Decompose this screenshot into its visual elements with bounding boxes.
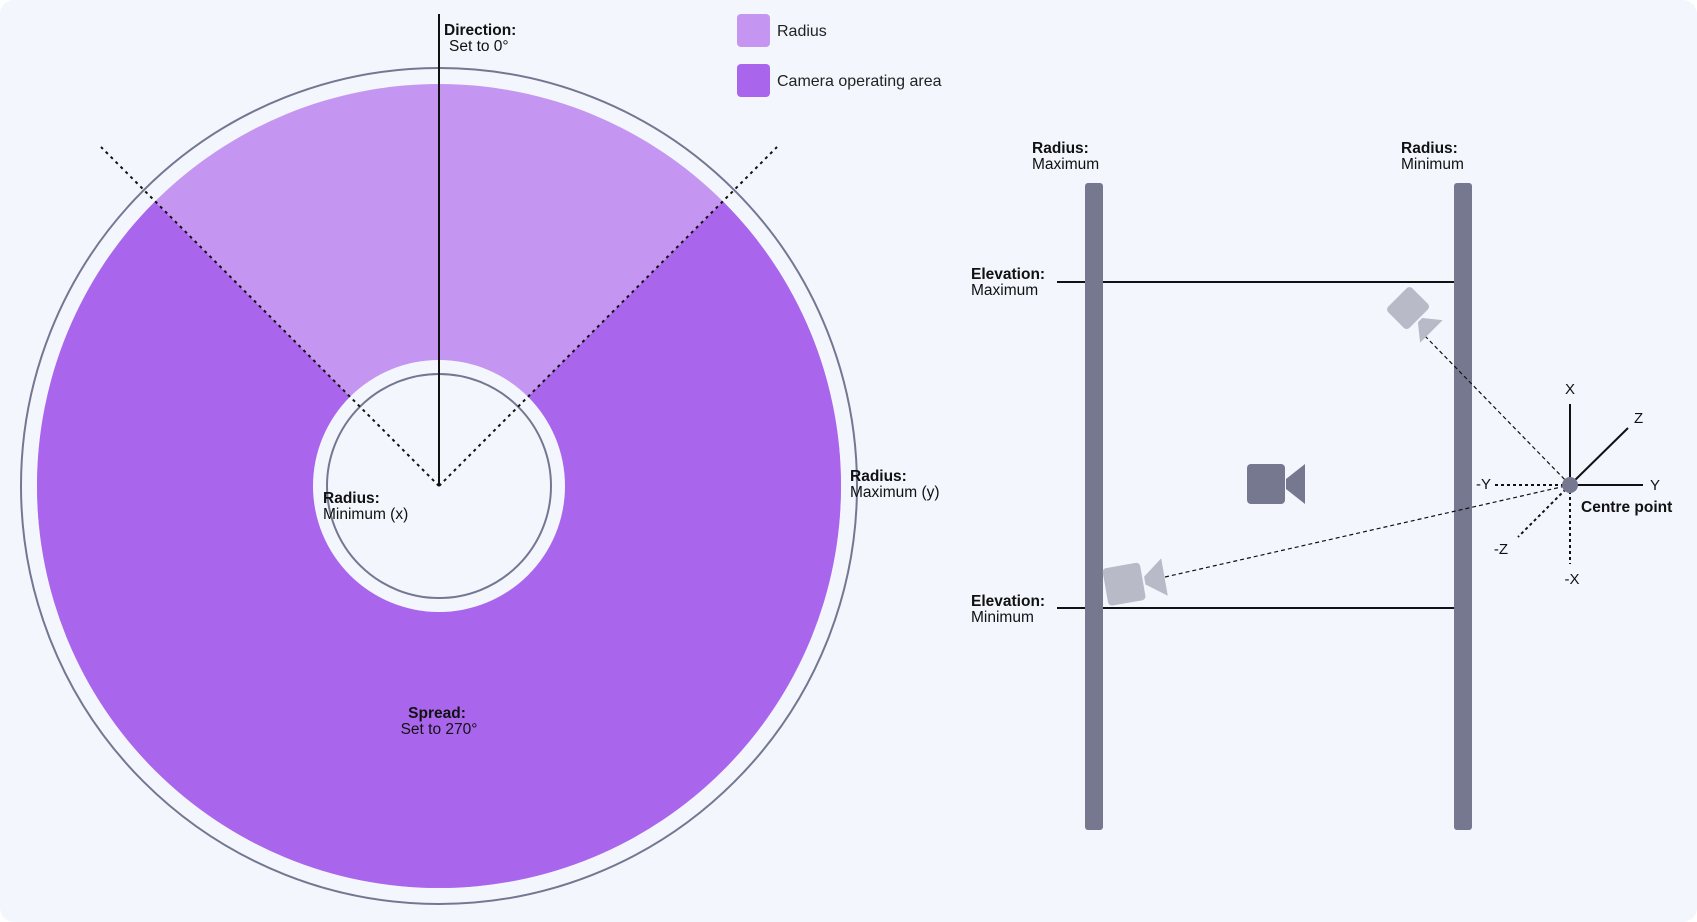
elevation-min-value: Minimum xyxy=(971,609,1034,626)
radius-min-label: Radius: xyxy=(323,490,380,507)
side-radius-max-label: Radius: xyxy=(1032,140,1089,157)
side-radius-min-label: Radius: xyxy=(1401,140,1458,157)
camera-icon-ghost-top xyxy=(1387,287,1443,343)
axis-neg-y-label: -Y xyxy=(1476,476,1491,493)
axis-neg-z-label: -Z xyxy=(1494,541,1508,558)
spread-label: Spread: xyxy=(408,705,466,722)
axis-x-label: X xyxy=(1565,381,1575,398)
side-radius-max-value: Maximum xyxy=(1032,156,1099,173)
spread-value: Set to 270° xyxy=(401,721,478,738)
radius-max-pole xyxy=(1085,183,1103,830)
spread-boundary-right xyxy=(438,146,778,487)
centre-point-label: Centre point xyxy=(1581,499,1672,516)
radius-min-pole xyxy=(1454,183,1472,830)
elevation-min-label: Elevation: xyxy=(971,593,1045,610)
elevation-max-label: Elevation: xyxy=(971,266,1045,283)
axis-z xyxy=(1569,427,1629,486)
centre-point-dot xyxy=(1562,477,1578,493)
radius-min-value: Minimum (x) xyxy=(323,506,408,523)
legend-swatch-radius xyxy=(737,14,770,47)
elevation-max-value: Maximum xyxy=(971,282,1038,299)
direction-label: Direction: xyxy=(444,22,516,39)
axis-y-label: Y xyxy=(1650,477,1660,494)
axis-neg-z xyxy=(1517,484,1571,538)
legend-label-radius: Radius xyxy=(777,23,827,40)
direction-value: Set to 0° xyxy=(449,38,509,55)
axis-neg-x-label: -X xyxy=(1565,571,1580,588)
camera-icon-ghost-bottom xyxy=(1102,558,1168,606)
axis-gizmo: X -X Y -Y Z -Z Centre point xyxy=(1476,381,1672,588)
sightline-bottom xyxy=(1164,484,1571,578)
radius-max-label: Radius: xyxy=(850,468,907,485)
legend: Radius Camera operating area xyxy=(737,14,942,97)
spread-boundary-left xyxy=(100,146,440,487)
side-radius-min-value: Minimum xyxy=(1401,156,1464,173)
camera-icon xyxy=(1247,464,1305,504)
axis-z-label: Z xyxy=(1634,410,1643,427)
radius-max-value: Maximum (y) xyxy=(850,484,940,501)
legend-swatch-operating-area xyxy=(737,64,770,97)
side-view: Radius: Maximum Radius: Minimum Elevatio… xyxy=(971,140,1672,830)
top-view: Direction: Set to 0° Radius: Minimum (x)… xyxy=(20,14,940,905)
legend-label-operating-area: Camera operating area xyxy=(777,73,942,90)
